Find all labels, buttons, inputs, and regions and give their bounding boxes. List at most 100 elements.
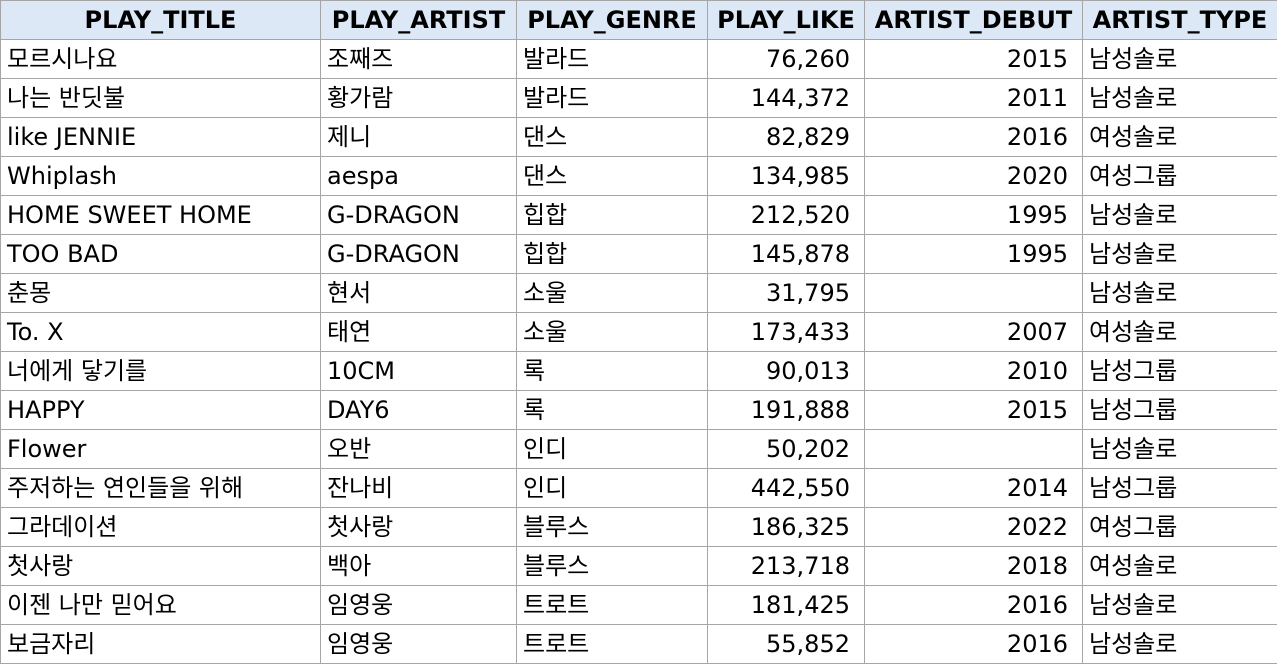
play-title-cell[interactable]: like JENNIE: [0, 117, 321, 157]
play-like-cell[interactable]: 186,325: [707, 507, 865, 547]
play-genre-cell[interactable]: 트로트: [516, 624, 708, 664]
play-genre-cell[interactable]: 록: [516, 351, 708, 391]
play-title-cell[interactable]: 보금자리: [0, 624, 321, 664]
play-title-cell[interactable]: 춘몽: [0, 273, 321, 313]
play-genre-cell[interactable]: 소울: [516, 273, 708, 313]
artist-debut-cell[interactable]: 1995: [864, 234, 1083, 274]
play-title-cell[interactable]: Whiplash: [0, 156, 321, 196]
play-like-cell[interactable]: 144,372: [707, 78, 865, 118]
artist-type-cell[interactable]: 남성솔로: [1082, 429, 1277, 469]
artist-type-cell[interactable]: 여성솔로: [1082, 546, 1277, 586]
artist-type-cell[interactable]: 남성솔로: [1082, 195, 1277, 235]
play-like-cell[interactable]: 31,795: [707, 273, 865, 313]
play-like-cell[interactable]: 181,425: [707, 585, 865, 625]
artist-type-cell[interactable]: 남성솔로: [1082, 585, 1277, 625]
play-like-cell[interactable]: 212,520: [707, 195, 865, 235]
play-title-cell[interactable]: To. X: [0, 312, 321, 352]
play-title-cell[interactable]: 너에게 닿기를: [0, 351, 321, 391]
play-genre-cell[interactable]: 댄스: [516, 117, 708, 157]
play-genre-cell[interactable]: 블루스: [516, 546, 708, 586]
play-like-cell[interactable]: 55,852: [707, 624, 865, 664]
play-artist-cell[interactable]: aespa: [320, 156, 517, 196]
artist-debut-cell[interactable]: [864, 429, 1083, 469]
artist-type-cell[interactable]: 여성솔로: [1082, 312, 1277, 352]
artist-debut-cell[interactable]: 2015: [864, 39, 1083, 79]
play-artist-cell[interactable]: 10CM: [320, 351, 517, 391]
artist-debut-cell[interactable]: 2007: [864, 312, 1083, 352]
play-like-cell[interactable]: 134,985: [707, 156, 865, 196]
play-title-cell[interactable]: 주저하는 연인들을 위해: [0, 468, 321, 508]
play-title-cell[interactable]: 이젠 나만 믿어요: [0, 585, 321, 625]
artist-debut-cell[interactable]: 2010: [864, 351, 1083, 391]
artist-debut-cell[interactable]: 2016: [864, 624, 1083, 664]
play-artist-cell[interactable]: 조째즈: [320, 39, 517, 79]
play-genre-cell[interactable]: 트로트: [516, 585, 708, 625]
play-genre-cell[interactable]: 소울: [516, 312, 708, 352]
play-artist-cell[interactable]: 임영웅: [320, 585, 517, 625]
artist-debut-cell[interactable]: 2011: [864, 78, 1083, 118]
artist-debut-cell[interactable]: 2016: [864, 585, 1083, 625]
play-title-cell[interactable]: 나는 반딧불: [0, 78, 321, 118]
artist-type-cell[interactable]: 남성솔로: [1082, 273, 1277, 313]
artist-type-cell[interactable]: 남성솔로: [1082, 234, 1277, 274]
play-artist-cell[interactable]: G-DRAGON: [320, 195, 517, 235]
artist-debut-cell[interactable]: 2016: [864, 117, 1083, 157]
play-title-cell[interactable]: 모르시나요: [0, 39, 321, 79]
artist-debut-cell[interactable]: 2018: [864, 546, 1083, 586]
play-artist-cell[interactable]: 제니: [320, 117, 517, 157]
artist-type-cell[interactable]: 여성솔로: [1082, 117, 1277, 157]
column-header-play-genre[interactable]: PLAY_GENRE: [516, 0, 708, 40]
play-artist-cell[interactable]: 현서: [320, 273, 517, 313]
artist-type-cell[interactable]: 남성그룹: [1082, 351, 1277, 391]
artist-type-cell[interactable]: 남성솔로: [1082, 39, 1277, 79]
play-title-cell[interactable]: 그라데이션: [0, 507, 321, 547]
artist-type-cell[interactable]: 남성그룹: [1082, 390, 1277, 430]
column-header-artist-debut[interactable]: ARTIST_DEBUT: [864, 0, 1083, 40]
artist-debut-cell[interactable]: 2015: [864, 390, 1083, 430]
play-genre-cell[interactable]: 인디: [516, 429, 708, 469]
column-header-play-artist[interactable]: PLAY_ARTIST: [320, 0, 517, 40]
artist-type-cell[interactable]: 남성솔로: [1082, 78, 1277, 118]
column-header-play-like[interactable]: PLAY_LIKE: [707, 0, 865, 40]
play-artist-cell[interactable]: 태연: [320, 312, 517, 352]
play-like-cell[interactable]: 442,550: [707, 468, 865, 508]
play-like-cell[interactable]: 82,829: [707, 117, 865, 157]
artist-debut-cell[interactable]: [864, 273, 1083, 313]
play-artist-cell[interactable]: G-DRAGON: [320, 234, 517, 274]
play-like-cell[interactable]: 145,878: [707, 234, 865, 274]
artist-debut-cell[interactable]: 2020: [864, 156, 1083, 196]
play-title-cell[interactable]: 첫사랑: [0, 546, 321, 586]
artist-debut-cell[interactable]: 2014: [864, 468, 1083, 508]
play-artist-cell[interactable]: 황가람: [320, 78, 517, 118]
play-genre-cell[interactable]: 발라드: [516, 39, 708, 79]
artist-type-cell[interactable]: 남성그룹: [1082, 468, 1277, 508]
play-like-cell[interactable]: 76,260: [707, 39, 865, 79]
play-title-cell[interactable]: Flower: [0, 429, 321, 469]
artist-type-cell[interactable]: 여성그룹: [1082, 156, 1277, 196]
play-genre-cell[interactable]: 힙합: [516, 195, 708, 235]
play-artist-cell[interactable]: 백아: [320, 546, 517, 586]
column-header-artist-type[interactable]: ARTIST_TYPE: [1082, 0, 1277, 40]
artist-type-cell[interactable]: 남성솔로: [1082, 624, 1277, 664]
play-artist-cell[interactable]: DAY6: [320, 390, 517, 430]
play-genre-cell[interactable]: 인디: [516, 468, 708, 508]
artist-debut-cell[interactable]: 2022: [864, 507, 1083, 547]
play-artist-cell[interactable]: 오반: [320, 429, 517, 469]
column-header-play-title[interactable]: PLAY_TITLE: [0, 0, 321, 40]
play-artist-cell[interactable]: 잔나비: [320, 468, 517, 508]
play-genre-cell[interactable]: 댄스: [516, 156, 708, 196]
play-like-cell[interactable]: 50,202: [707, 429, 865, 469]
play-genre-cell[interactable]: 힙합: [516, 234, 708, 274]
artist-type-cell[interactable]: 여성그룹: [1082, 507, 1277, 547]
play-title-cell[interactable]: HAPPY: [0, 390, 321, 430]
play-artist-cell[interactable]: 임영웅: [320, 624, 517, 664]
play-genre-cell[interactable]: 블루스: [516, 507, 708, 547]
play-like-cell[interactable]: 173,433: [707, 312, 865, 352]
play-like-cell[interactable]: 90,013: [707, 351, 865, 391]
play-genre-cell[interactable]: 발라드: [516, 78, 708, 118]
play-title-cell[interactable]: HOME SWEET HOME: [0, 195, 321, 235]
play-artist-cell[interactable]: 첫사랑: [320, 507, 517, 547]
artist-debut-cell[interactable]: 1995: [864, 195, 1083, 235]
play-genre-cell[interactable]: 록: [516, 390, 708, 430]
play-like-cell[interactable]: 191,888: [707, 390, 865, 430]
